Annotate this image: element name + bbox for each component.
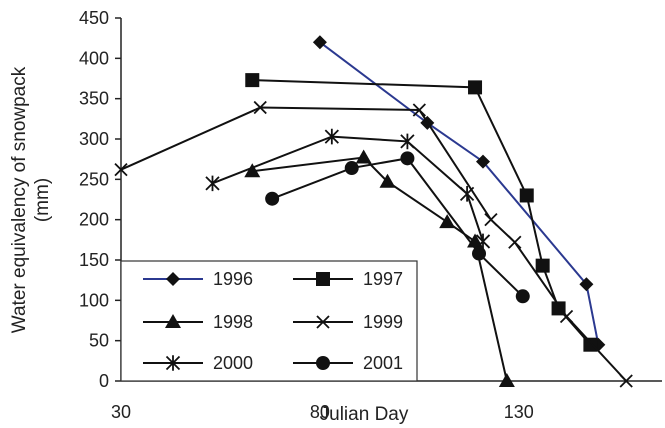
data-point-1999: [412, 103, 426, 117]
data-point-2000: [459, 186, 475, 202]
x-tick-label: 30: [111, 402, 131, 422]
legend-swatch-marker: [316, 272, 330, 286]
legend: 1996 1997 1998 1999 2000 2001: [120, 260, 418, 382]
data-point-2000: [324, 128, 339, 145]
y-tick-label: 250: [79, 169, 109, 189]
y-tick-label: 150: [79, 250, 109, 270]
data-point-1998: [244, 163, 261, 178]
y-tick-label: 200: [79, 210, 109, 230]
data-point-1999: [508, 235, 522, 249]
legend-item-2000: 2000: [143, 353, 253, 373]
data-point-1999: [559, 309, 574, 324]
data-point-1996: [312, 35, 327, 50]
legend-item-2001: 2001: [293, 353, 403, 373]
y-tick-label: 100: [79, 290, 109, 310]
legend-label: 1997: [363, 269, 403, 289]
legend-label: 1998: [213, 312, 253, 332]
data-point-1997: [535, 258, 550, 273]
y-tick-label: 50: [89, 331, 109, 351]
data-point-1997: [519, 188, 534, 203]
data-point-2001: [400, 151, 415, 166]
y-tick-label: 0: [99, 371, 109, 391]
legend-swatch-marker: [316, 315, 330, 329]
legend-label: 2000: [213, 353, 253, 373]
legend-item-1998: 1998: [143, 312, 253, 332]
series-2000: [205, 128, 491, 250]
series-1999: [114, 100, 633, 388]
series-line-1998: [252, 156, 508, 382]
data-point-1997: [468, 80, 483, 95]
data-point-1996: [579, 277, 594, 292]
axes: 0 50 100 150 200 250 300 350 400 450 30 80 130: [79, 8, 662, 422]
y-tick-label: 350: [79, 89, 109, 109]
data-point-1999: [484, 213, 498, 227]
data-point-1998: [439, 214, 456, 229]
data-point-1997: [245, 73, 260, 88]
y-axis-title-line-2: (mm): [32, 178, 53, 222]
y-tick-label: 450: [79, 8, 109, 28]
data-point-1997: [583, 337, 598, 352]
x-tick-label: 80: [310, 402, 330, 422]
legend-swatch-marker: [165, 355, 181, 371]
legend-label: 1996: [213, 269, 253, 289]
data-point-1999: [114, 163, 128, 177]
data-point-2000: [400, 133, 415, 150]
series-1997: [245, 73, 598, 352]
series-layer: [114, 35, 633, 388]
data-point-1998: [379, 173, 396, 188]
x-tick-label: 130: [504, 402, 534, 422]
y-axis-title-line-1: Water equivalency of snowpack: [9, 66, 30, 333]
legend-swatch-marker: [166, 272, 180, 286]
y-tick-label: 400: [79, 48, 109, 68]
x-axis-title: Julian Day: [320, 404, 409, 425]
data-point-2001: [472, 246, 487, 261]
legend-item-1999: 1999: [293, 312, 403, 332]
data-point-2000: [205, 175, 220, 192]
legend-swatch-marker: [165, 314, 181, 328]
legend-item-1997: 1997: [293, 269, 403, 289]
data-point-2001: [515, 289, 530, 304]
data-point-1996: [475, 154, 490, 169]
series-2001: [265, 151, 530, 304]
y-tick-label: 300: [79, 129, 109, 149]
data-point-1999: [253, 100, 267, 115]
legend-label: 1999: [363, 312, 403, 332]
data-point-1998: [498, 373, 515, 387]
data-point-2001: [265, 191, 280, 206]
data-point-2001: [344, 161, 359, 176]
legend-swatch-marker: [316, 356, 330, 370]
legend-item-1996: 1996: [143, 269, 253, 289]
legend-label: 2001: [363, 353, 403, 373]
data-point-1999: [619, 374, 633, 388]
data-point-1998: [355, 149, 372, 164]
data-point-2000: [475, 233, 491, 250]
